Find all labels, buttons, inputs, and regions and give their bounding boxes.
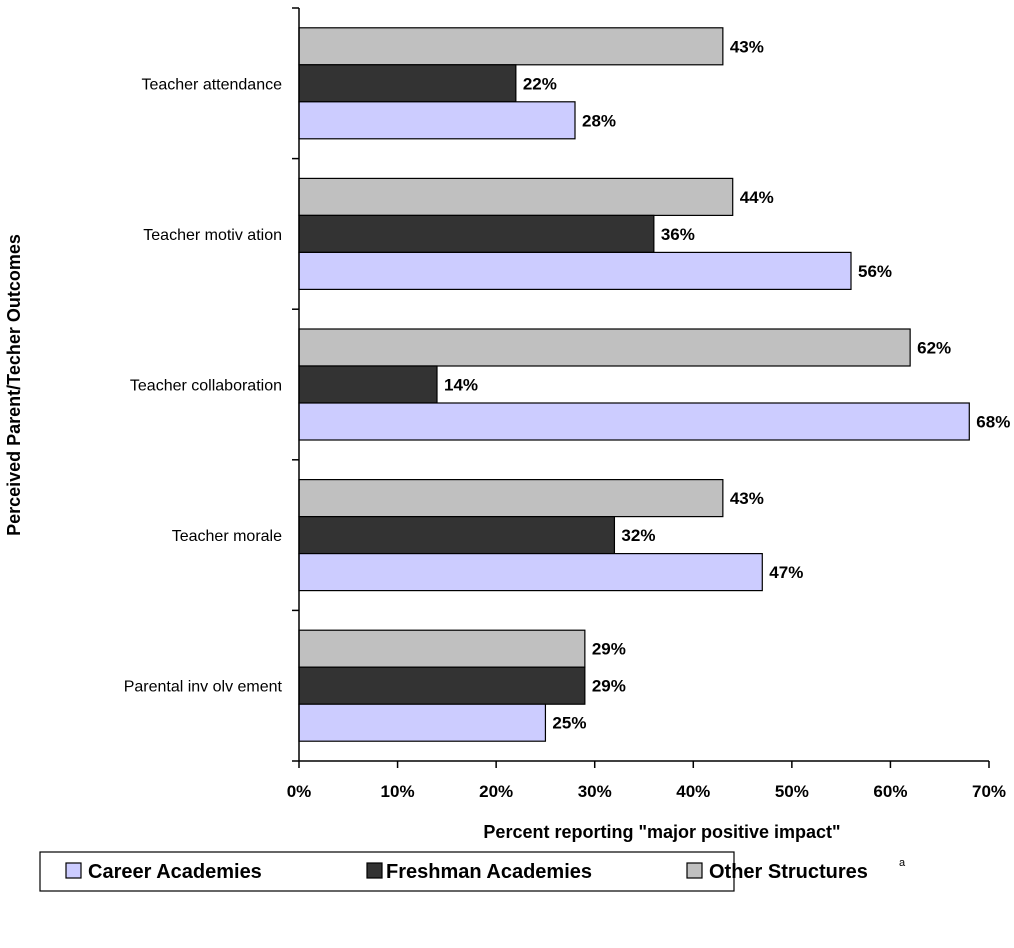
data-label: 47%: [769, 563, 803, 582]
data-label: 36%: [661, 225, 695, 244]
data-label: 25%: [552, 714, 586, 733]
x-tick-label: 0%: [287, 782, 312, 801]
legend-swatch: [65, 862, 82, 879]
data-label: 29%: [592, 677, 626, 696]
bar-freshman-academies: [298, 64, 517, 103]
bar-career-academies: [298, 703, 547, 742]
data-label: 62%: [917, 339, 951, 358]
legend-swatch: [686, 862, 703, 879]
data-label: 44%: [740, 188, 774, 207]
bar-freshman-academies: [298, 365, 438, 404]
bar-other-structures: [298, 27, 724, 66]
category-label: Parental inv olv ement: [124, 679, 283, 696]
x-tick-label: 70%: [972, 782, 1006, 801]
bar-career-academies: [298, 101, 576, 140]
data-label: 29%: [592, 640, 626, 659]
legend-superscript: a: [899, 857, 906, 869]
x-tick-label: 30%: [578, 782, 612, 801]
category-label: Teacher motiv ation: [143, 227, 282, 244]
bar-career-academies: [298, 552, 763, 592]
legend-swatch: [366, 862, 383, 879]
legend-label: Freshman Academies: [386, 861, 592, 883]
y-axis-title: Perceived Parent/Techer Outcomes: [4, 234, 24, 536]
legend: Career Academies Freshman Academies Other …: [39, 851, 906, 892]
legend-label: Other Structures: [709, 861, 868, 883]
bar-other-structures: [298, 629, 586, 668]
bar-freshman-academies: [298, 214, 655, 253]
data-label: 68%: [976, 413, 1010, 432]
legend-label: Career Academies: [88, 861, 262, 883]
x-axis-title: Percent reporting "major positive impact…: [483, 822, 840, 842]
x-tick-label: 20%: [479, 782, 513, 801]
x-tick-label: 10%: [381, 782, 415, 801]
data-label: 56%: [858, 262, 892, 281]
category-label: Teacher morale: [172, 528, 282, 545]
bar-other-structures: [298, 328, 911, 367]
x-tick-label: 50%: [775, 782, 809, 801]
category-label: Teacher attendance: [141, 76, 282, 93]
data-label: 43%: [730, 37, 764, 56]
ticks-group: 0% 10% 20% 30% 40% 50% 60% 70%: [287, 7, 1006, 801]
data-label: 43%: [730, 489, 764, 508]
bar-freshman-academies: [298, 515, 616, 555]
category-label: Teacher collaboration: [130, 378, 282, 395]
data-label: 14%: [444, 376, 478, 395]
bars-group: [298, 27, 970, 742]
data-label: 22%: [523, 74, 557, 93]
legend-box: [39, 851, 735, 892]
data-label: 32%: [621, 526, 655, 545]
bar-other-structures: [298, 177, 734, 216]
x-tick-label: 40%: [676, 782, 710, 801]
bar-career-academies: [298, 251, 852, 290]
bar-other-structures: [298, 479, 724, 518]
x-tick-label: 60%: [873, 782, 907, 801]
axes-group: [298, 8, 989, 762]
bar-freshman-academies: [298, 666, 586, 705]
data-label: 28%: [582, 111, 616, 130]
bar-career-academies: [298, 402, 970, 441]
labels-group: 43% 22% 28% Teacher attendance 44% 36% 56% Teac…: [124, 37, 1011, 732]
